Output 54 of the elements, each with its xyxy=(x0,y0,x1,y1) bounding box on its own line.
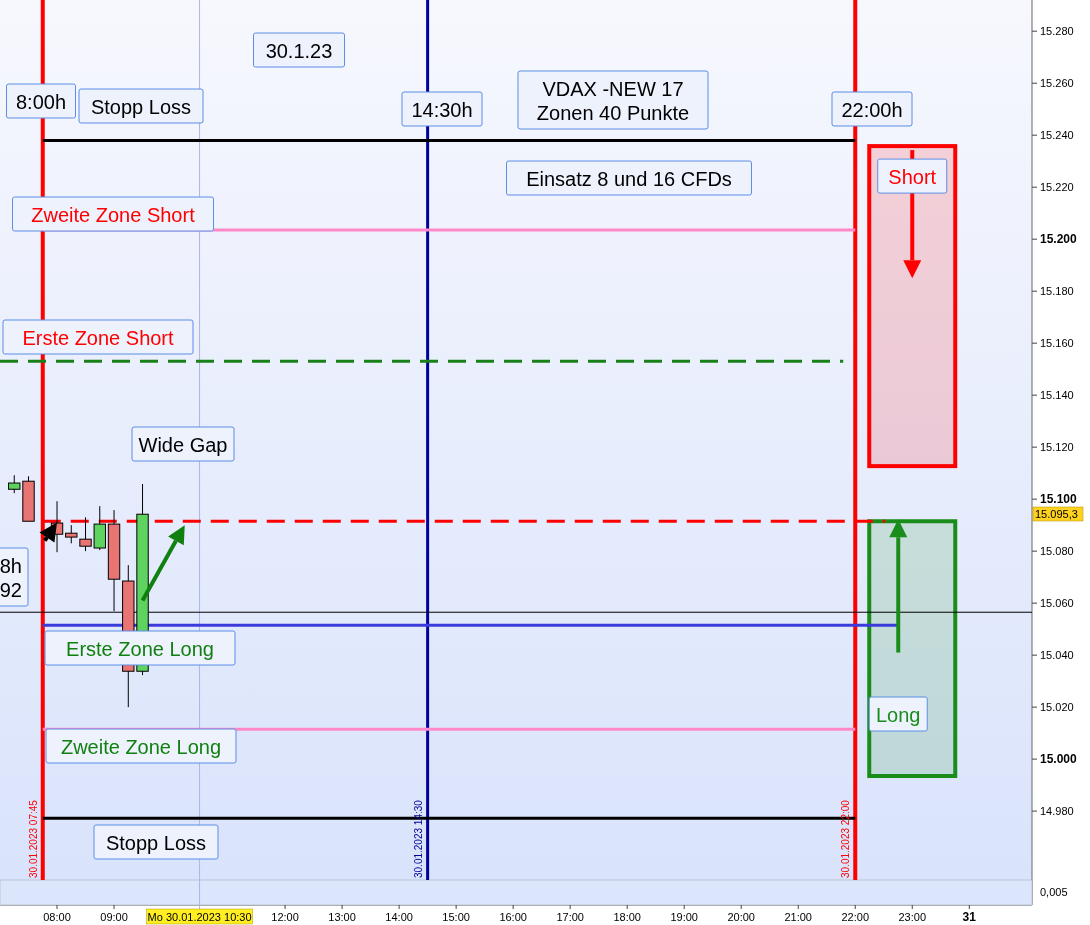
x-tick-label: 16:00 xyxy=(499,911,527,923)
candlestick xyxy=(65,524,78,544)
y-tick-label: 15.240 xyxy=(1040,129,1074,142)
y-tick-label: 15.160 xyxy=(1040,337,1074,350)
annotation: VDAX -NEW 17 Zonen 40 Punkte xyxy=(536,78,690,124)
x-tick-label: 21:00 xyxy=(784,911,812,923)
ref-line-label: 30.01.2023 14:30 xyxy=(412,799,424,878)
x-tick-label: 14:00 xyxy=(385,911,413,923)
x-tick-label: 20:00 xyxy=(727,911,755,923)
ref-line-label: Erste Zone Short xyxy=(22,327,175,349)
y-tick-label: 15.280 xyxy=(1040,25,1074,38)
annotation: Wide Gap xyxy=(138,434,228,456)
y-tick-label: 14.980 xyxy=(1040,805,1074,818)
y-tick-label: 15.000 xyxy=(1040,752,1078,767)
y-tick-label: 15.020 xyxy=(1040,701,1074,714)
annotation: Einsatz 8 und 16 CFDs xyxy=(526,168,732,190)
text: 15.095,3 xyxy=(1035,508,1078,520)
y-tick-label: 15.140 xyxy=(1040,389,1074,402)
band-label: Short xyxy=(888,166,937,189)
y-tick-label: 15.260 xyxy=(1040,77,1074,90)
x-tick-label: 15:00 xyxy=(442,911,470,923)
text: 0,005 xyxy=(1040,886,1068,898)
x-tick-label: 13:00 xyxy=(328,911,356,923)
y-tick-label: 15.220 xyxy=(1040,181,1074,194)
x-tick-label: 08:00 xyxy=(43,911,71,923)
ref-line-label: Stopp Loss xyxy=(105,832,207,854)
x-tick-label: 17:00 xyxy=(556,911,584,923)
x-tick-label: 22:00 xyxy=(841,911,870,923)
ref-line-label: Zweite Zone Short xyxy=(31,204,196,226)
ref-line-label: Mo 30.01.2023 10:30 xyxy=(147,911,252,923)
y-tick-label: 15.100 xyxy=(1040,492,1078,507)
y-tick-label: 15.200 xyxy=(1040,232,1078,247)
annotation: 30.1.23 xyxy=(265,40,333,62)
x-tick-label: 31 xyxy=(962,910,977,924)
y-tick-label: 15.120 xyxy=(1040,441,1074,454)
ref-line-label: Stopp Loss xyxy=(90,96,192,118)
annotation: 8h 92 xyxy=(0,555,22,601)
y-tick-label: 15.080 xyxy=(1040,545,1074,558)
x-tick-label: 18:00 xyxy=(613,911,641,923)
annotation: 14:30h xyxy=(411,99,473,121)
band-label: Long xyxy=(876,704,921,727)
ref-line-label: 30.01.2023 22:00 xyxy=(840,799,852,878)
annotation: 8:00h xyxy=(15,91,67,113)
y-tick-label: 15.040 xyxy=(1040,649,1074,662)
x-tick-label: 09:00 xyxy=(100,911,128,923)
annotation: 22:00h xyxy=(841,99,903,121)
ref-line-label: 30.01.2023 07:45 xyxy=(27,799,39,878)
y-tick-label: 15.180 xyxy=(1040,285,1074,298)
x-tick-label: 19:00 xyxy=(670,911,698,923)
x-tick-label: 23:00 xyxy=(898,911,927,923)
ref-line-label: Erste Zone Long xyxy=(66,638,214,660)
ref-line-label: Zweite Zone Long xyxy=(60,736,222,758)
y-tick-label: 15.060 xyxy=(1040,597,1074,610)
x-tick-label: 12:00 xyxy=(271,911,299,923)
